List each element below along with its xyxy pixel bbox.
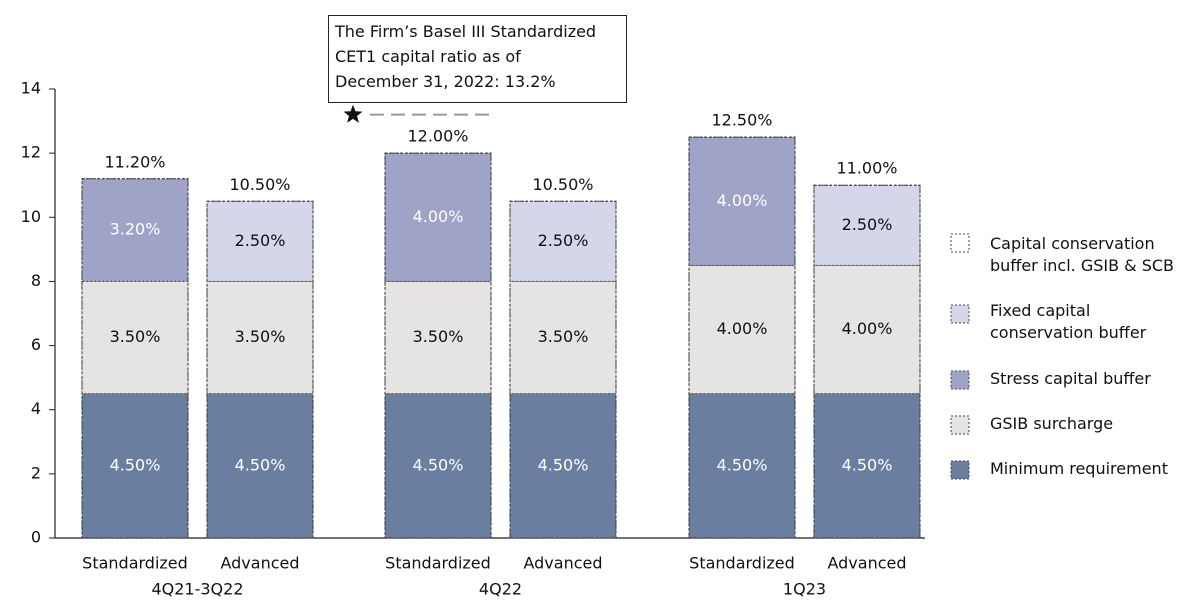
value-label: 4.00% [717, 191, 768, 210]
value-label: 2.50% [235, 231, 286, 250]
total-outline [384, 152, 492, 539]
annotation-line: The Firm’s Basel III Standardized [335, 22, 597, 41]
total-outline [509, 200, 617, 539]
value-label: 4.50% [842, 455, 893, 474]
legend-swatch [950, 370, 970, 390]
y-tick-label: 10 [21, 207, 41, 226]
value-label: 2.50% [842, 215, 893, 234]
total-outline [688, 136, 796, 539]
y-tick-label: 4 [31, 399, 41, 418]
bar-segment [688, 393, 796, 539]
annotation-line: CET1 capital ratio as of [335, 47, 521, 66]
legend-swatch [950, 460, 970, 480]
legend-swatch [950, 304, 970, 324]
annotation: The Firm’s Basel III Standardized CET1 ca… [328, 15, 627, 103]
group-label: 1Q23 [783, 580, 826, 599]
value-label: 3.50% [538, 327, 589, 346]
annotation-line: December 31, 2022: 13.2% [335, 72, 556, 91]
y-tick-label: 8 [31, 271, 41, 290]
bar-segment [206, 280, 314, 395]
legend-label: Stress capital buffer [990, 369, 1151, 388]
value-label: 3.20% [110, 220, 161, 239]
x-tick-label: Standardized [82, 554, 188, 573]
bar-segment [813, 184, 921, 266]
bar-segment [384, 393, 492, 539]
bar-segment [813, 393, 921, 539]
bar-segment [81, 280, 189, 395]
bar-segment [509, 393, 617, 539]
value-label: 4.00% [413, 207, 464, 226]
x-tick-label: Standardized [689, 554, 795, 573]
value-label: 3.50% [413, 327, 464, 346]
x-tick-label: Advanced [827, 554, 906, 573]
value-label: 4.50% [235, 455, 286, 474]
legend-label: Capital conservation buffer incl. GSIB &… [990, 234, 1175, 275]
group-label: 4Q21-3Q22 [151, 580, 243, 599]
bar-segment [81, 178, 189, 282]
value-label: 4.50% [413, 455, 464, 474]
value-label: 4.00% [842, 319, 893, 338]
total-label: 10.50% [532, 175, 593, 194]
y-tick-label: 2 [31, 463, 41, 482]
value-label: 4.50% [110, 455, 161, 474]
total-outline [81, 178, 189, 539]
y-tick-label: 12 [21, 143, 41, 162]
total-label: 11.00% [836, 159, 897, 178]
x-tick-label: Advanced [220, 554, 299, 573]
value-label: 3.50% [235, 327, 286, 346]
bar-segment [688, 136, 796, 266]
annotation-star [343, 104, 363, 123]
total-label: 12.00% [407, 127, 468, 146]
bar-segment [688, 264, 796, 395]
total-outline [206, 200, 314, 539]
y-tick-label: 0 [31, 528, 41, 547]
bar-segment [206, 200, 314, 282]
group-label: 4Q22 [479, 580, 522, 599]
legend-label: Fixed capital conservation buffer [990, 301, 1147, 342]
value-label: 4.50% [538, 455, 589, 474]
bar-segment [384, 280, 492, 395]
total-label: 11.20% [104, 152, 165, 171]
value-label: 3.50% [110, 327, 161, 346]
value-label: 4.00% [717, 319, 768, 338]
value-label: 2.50% [538, 231, 589, 250]
total-label: 10.50% [229, 175, 290, 194]
legend-swatch [950, 233, 970, 253]
total-label: 12.50% [711, 111, 772, 130]
legend-label: GSIB surcharge [990, 414, 1114, 433]
bar-segment [509, 280, 617, 395]
x-tick-label: Advanced [523, 554, 602, 573]
bar-segment [384, 152, 492, 282]
x-tick-label: Standardized [385, 554, 491, 573]
total-outline [813, 184, 921, 539]
y-tick-label: 14 [21, 79, 41, 98]
legend-label: Minimum requirement [990, 459, 1168, 478]
legend-swatch [950, 415, 970, 435]
value-label: 4.50% [717, 455, 768, 474]
y-tick-label: 6 [31, 335, 41, 354]
